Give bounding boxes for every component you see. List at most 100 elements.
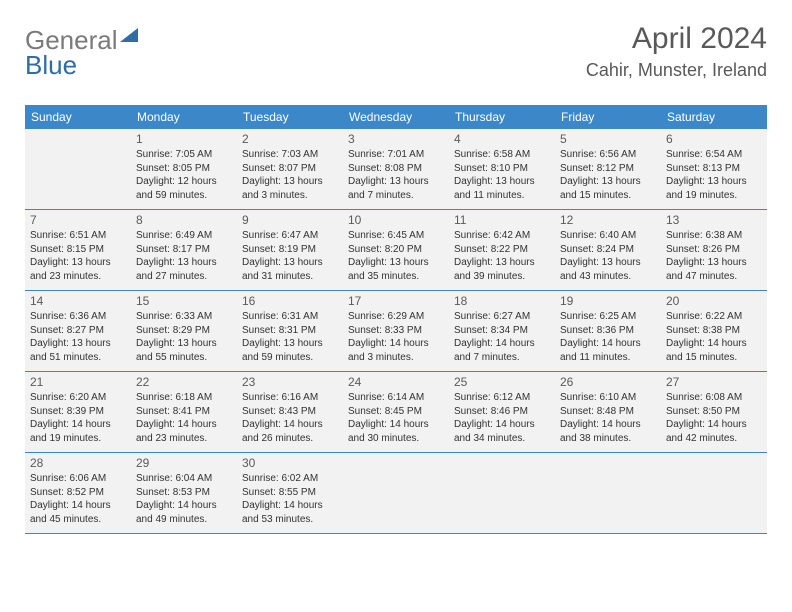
sunset-text: Sunset: 8:24 PM bbox=[560, 243, 656, 257]
daylight-text: and 7 minutes. bbox=[454, 351, 550, 365]
calendar-day: 25Sunrise: 6:12 AMSunset: 8:46 PMDayligh… bbox=[449, 372, 555, 452]
sunset-text: Sunset: 8:29 PM bbox=[136, 324, 232, 338]
daylight-text: and 39 minutes. bbox=[454, 270, 550, 284]
location-subtitle: Cahir, Munster, Ireland bbox=[586, 60, 767, 81]
daylight-text: Daylight: 14 hours bbox=[30, 418, 126, 432]
day-number: 25 bbox=[454, 375, 550, 389]
day-header: Monday bbox=[131, 105, 237, 129]
daylight-text: Daylight: 14 hours bbox=[242, 499, 338, 513]
daylight-text: Daylight: 13 hours bbox=[348, 256, 444, 270]
sunrise-text: Sunrise: 6:20 AM bbox=[30, 391, 126, 405]
sunrise-text: Sunrise: 6:49 AM bbox=[136, 229, 232, 243]
sunrise-text: Sunrise: 6:16 AM bbox=[242, 391, 338, 405]
sunset-text: Sunset: 8:38 PM bbox=[666, 324, 762, 338]
day-number: 2 bbox=[242, 132, 338, 146]
day-number: 19 bbox=[560, 294, 656, 308]
daylight-text: and 27 minutes. bbox=[136, 270, 232, 284]
daylight-text: Daylight: 13 hours bbox=[666, 175, 762, 189]
sunset-text: Sunset: 8:48 PM bbox=[560, 405, 656, 419]
day-number: 6 bbox=[666, 132, 762, 146]
sunrise-text: Sunrise: 6:36 AM bbox=[30, 310, 126, 324]
daylight-text: and 23 minutes. bbox=[136, 432, 232, 446]
sunset-text: Sunset: 8:26 PM bbox=[666, 243, 762, 257]
sunset-text: Sunset: 8:22 PM bbox=[454, 243, 550, 257]
sunrise-text: Sunrise: 6:06 AM bbox=[30, 472, 126, 486]
calendar-day: 19Sunrise: 6:25 AMSunset: 8:36 PMDayligh… bbox=[555, 291, 661, 371]
daylight-text: Daylight: 13 hours bbox=[560, 175, 656, 189]
sunrise-text: Sunrise: 6:51 AM bbox=[30, 229, 126, 243]
day-number: 15 bbox=[136, 294, 232, 308]
sunset-text: Sunset: 8:41 PM bbox=[136, 405, 232, 419]
daylight-text: Daylight: 13 hours bbox=[242, 256, 338, 270]
day-number: 22 bbox=[136, 375, 232, 389]
daylight-text: Daylight: 12 hours bbox=[136, 175, 232, 189]
day-header: Thursday bbox=[449, 105, 555, 129]
calendar-day: 11Sunrise: 6:42 AMSunset: 8:22 PMDayligh… bbox=[449, 210, 555, 290]
day-number: 7 bbox=[30, 213, 126, 227]
sunrise-text: Sunrise: 7:05 AM bbox=[136, 148, 232, 162]
daylight-text: and 53 minutes. bbox=[242, 513, 338, 527]
sunrise-text: Sunrise: 6:25 AM bbox=[560, 310, 656, 324]
day-number: 24 bbox=[348, 375, 444, 389]
sunrise-text: Sunrise: 6:27 AM bbox=[454, 310, 550, 324]
day-number: 30 bbox=[242, 456, 338, 470]
daylight-text: and 11 minutes. bbox=[454, 189, 550, 203]
sunrise-text: Sunrise: 6:42 AM bbox=[454, 229, 550, 243]
daylight-text: Daylight: 13 hours bbox=[454, 256, 550, 270]
sunrise-text: Sunrise: 6:04 AM bbox=[136, 472, 232, 486]
daylight-text: Daylight: 14 hours bbox=[666, 418, 762, 432]
calendar-day-empty bbox=[25, 129, 131, 209]
sunset-text: Sunset: 8:34 PM bbox=[454, 324, 550, 338]
daylight-text: Daylight: 13 hours bbox=[348, 175, 444, 189]
sunrise-text: Sunrise: 6:12 AM bbox=[454, 391, 550, 405]
daylight-text: and 30 minutes. bbox=[348, 432, 444, 446]
daylight-text: Daylight: 13 hours bbox=[666, 256, 762, 270]
day-number: 14 bbox=[30, 294, 126, 308]
calendar-day-empty bbox=[661, 453, 767, 533]
daylight-text: and 55 minutes. bbox=[136, 351, 232, 365]
daylight-text: and 43 minutes. bbox=[560, 270, 656, 284]
sunrise-text: Sunrise: 6:47 AM bbox=[242, 229, 338, 243]
calendar-day: 24Sunrise: 6:14 AMSunset: 8:45 PMDayligh… bbox=[343, 372, 449, 452]
sunset-text: Sunset: 8:12 PM bbox=[560, 162, 656, 176]
calendar-day: 20Sunrise: 6:22 AMSunset: 8:38 PMDayligh… bbox=[661, 291, 767, 371]
day-number: 16 bbox=[242, 294, 338, 308]
calendar-week: 14Sunrise: 6:36 AMSunset: 8:27 PMDayligh… bbox=[25, 291, 767, 372]
calendar-week: 1Sunrise: 7:05 AMSunset: 8:05 PMDaylight… bbox=[25, 129, 767, 210]
sunset-text: Sunset: 8:15 PM bbox=[30, 243, 126, 257]
sunset-text: Sunset: 8:05 PM bbox=[136, 162, 232, 176]
calendar-day: 18Sunrise: 6:27 AMSunset: 8:34 PMDayligh… bbox=[449, 291, 555, 371]
daylight-text: and 49 minutes. bbox=[136, 513, 232, 527]
daylight-text: Daylight: 13 hours bbox=[136, 256, 232, 270]
daylight-text: Daylight: 14 hours bbox=[666, 337, 762, 351]
day-number: 20 bbox=[666, 294, 762, 308]
daylight-text: Daylight: 13 hours bbox=[30, 256, 126, 270]
calendar-day-empty bbox=[449, 453, 555, 533]
sunrise-text: Sunrise: 6:56 AM bbox=[560, 148, 656, 162]
daylight-text: and 15 minutes. bbox=[560, 189, 656, 203]
sunrise-text: Sunrise: 6:38 AM bbox=[666, 229, 762, 243]
sunrise-text: Sunrise: 6:29 AM bbox=[348, 310, 444, 324]
daylight-text: and 31 minutes. bbox=[242, 270, 338, 284]
daylight-text: Daylight: 13 hours bbox=[136, 337, 232, 351]
daylight-text: and 59 minutes. bbox=[136, 189, 232, 203]
calendar-day-empty bbox=[343, 453, 449, 533]
calendar-day: 14Sunrise: 6:36 AMSunset: 8:27 PMDayligh… bbox=[25, 291, 131, 371]
calendar-day: 27Sunrise: 6:08 AMSunset: 8:50 PMDayligh… bbox=[661, 372, 767, 452]
calendar-day: 1Sunrise: 7:05 AMSunset: 8:05 PMDaylight… bbox=[131, 129, 237, 209]
sunrise-text: Sunrise: 6:14 AM bbox=[348, 391, 444, 405]
daylight-text: and 51 minutes. bbox=[30, 351, 126, 365]
daylight-text: and 15 minutes. bbox=[666, 351, 762, 365]
daylight-text: and 23 minutes. bbox=[30, 270, 126, 284]
daylight-text: Daylight: 13 hours bbox=[560, 256, 656, 270]
day-number: 3 bbox=[348, 132, 444, 146]
day-number: 8 bbox=[136, 213, 232, 227]
day-number: 13 bbox=[666, 213, 762, 227]
sunrise-text: Sunrise: 6:08 AM bbox=[666, 391, 762, 405]
sunrise-text: Sunrise: 6:31 AM bbox=[242, 310, 338, 324]
calendar-day: 8Sunrise: 6:49 AMSunset: 8:17 PMDaylight… bbox=[131, 210, 237, 290]
sunrise-text: Sunrise: 6:02 AM bbox=[242, 472, 338, 486]
day-header-row: SundayMondayTuesdayWednesdayThursdayFrid… bbox=[25, 105, 767, 129]
sunset-text: Sunset: 8:33 PM bbox=[348, 324, 444, 338]
day-header: Sunday bbox=[25, 105, 131, 129]
